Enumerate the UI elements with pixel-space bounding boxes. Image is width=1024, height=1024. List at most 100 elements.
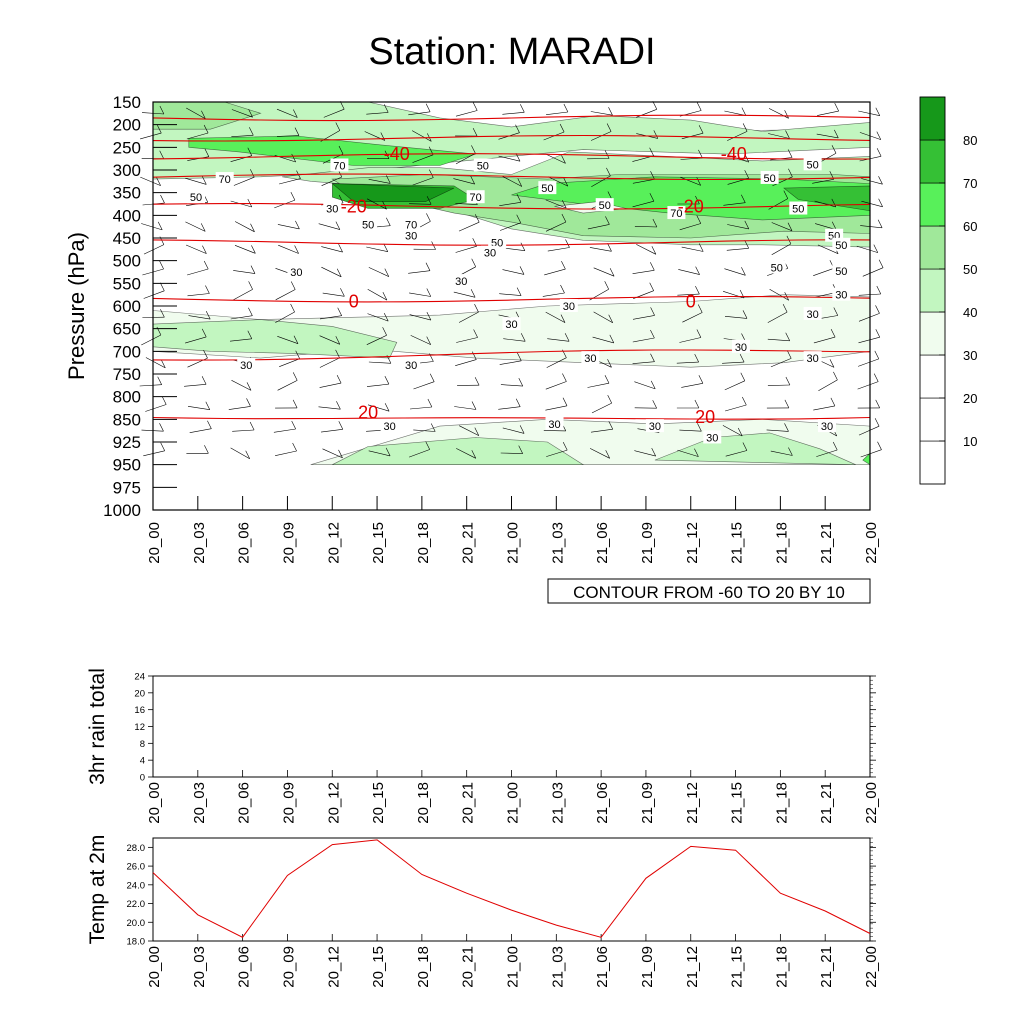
wind-barb-flag	[207, 420, 212, 429]
wind-barb	[279, 178, 301, 185]
wind-barb	[322, 448, 343, 459]
wind-barb-flag	[830, 397, 836, 407]
humidity-label-bg	[473, 158, 492, 172]
wind-barb	[767, 338, 790, 342]
wind-barb	[724, 316, 748, 319]
wind-barb-flag	[650, 380, 656, 390]
panel-x-tick-label: 21_12	[684, 946, 701, 988]
wind-barb-flag	[876, 148, 882, 157]
wind-barb-flag	[878, 198, 883, 207]
wind-barb	[367, 289, 388, 301]
humidity-contour-label: 30	[290, 267, 302, 279]
wind-barb-flag	[159, 150, 164, 159]
wind-barb	[590, 428, 613, 433]
wind-barb-flag	[876, 285, 882, 295]
wind-barb-flag	[474, 214, 480, 223]
panel-y-tick-label: 22.0	[127, 899, 146, 910]
wind-barb-flag	[336, 401, 341, 410]
humidity-contour-label: 30	[405, 231, 417, 243]
wind-barb	[276, 135, 300, 137]
wind-barb-flag	[561, 199, 567, 209]
wind-barb-flag	[784, 399, 790, 409]
wind-barb-flag	[788, 168, 793, 177]
wind-barb-flag	[337, 307, 342, 316]
wind-barb	[229, 338, 252, 342]
humidity-label-bg	[502, 317, 521, 331]
wind-barb-flag	[608, 314, 613, 323]
wind-barb-flag	[695, 266, 700, 275]
temperature-contour-label: 0	[349, 291, 359, 311]
wind-barb-flag	[292, 399, 298, 409]
panel-y-tick-label: 20.0	[127, 918, 146, 929]
temperature-contour-label: -20	[678, 196, 704, 216]
wind-barb-flag	[291, 153, 296, 163]
humidity-contour-label: 30	[240, 360, 252, 372]
wind-barb-flag	[740, 372, 746, 381]
wind-barb-flag	[782, 303, 788, 313]
wind-barb	[679, 223, 701, 231]
wind-barb-flag	[875, 305, 880, 314]
wind-barb-flag	[744, 170, 749, 179]
panel-y-tick-label: 4	[140, 756, 145, 767]
wind-barb	[453, 178, 475, 185]
colorbar-label: 10	[963, 434, 977, 449]
wind-barb	[547, 338, 570, 342]
wind-barb-flag	[873, 373, 879, 382]
wind-barb	[545, 311, 566, 323]
wind-barb	[593, 311, 613, 324]
panel-y-tick-label: 16	[134, 705, 145, 716]
wind-barb	[366, 198, 387, 210]
humidity-contour-label: 30	[455, 276, 467, 288]
panel-x-tick-label: 20_18	[415, 946, 432, 988]
humidity-contour-label: 70	[470, 192, 482, 204]
wind-barb	[273, 428, 296, 433]
wind-barb	[725, 450, 747, 457]
wind-barb	[409, 203, 432, 205]
humidity-label-bg	[402, 357, 421, 371]
wind-barb	[232, 429, 255, 432]
wind-barb-flag	[873, 244, 879, 253]
colorbar-cell	[919, 268, 946, 313]
wind-barb-flag	[294, 127, 300, 136]
wind-barb-flag	[605, 216, 610, 225]
panel-x-tick-label: 21_12	[684, 782, 701, 824]
wind-barb	[230, 155, 252, 162]
panel-x-tick-label: 20_09	[280, 782, 297, 824]
wind-barb-flag	[520, 333, 526, 342]
humidity-contour-label: 70	[670, 208, 682, 220]
wind-barb-flag	[426, 288, 432, 297]
wind-barb-flag	[650, 307, 655, 316]
wind-barb-flag	[203, 124, 209, 134]
wind-barb-flag	[831, 221, 837, 230]
wind-barb-flag	[384, 375, 390, 385]
x-tick-label: 21_18	[773, 522, 790, 564]
humidity-label-bg	[832, 287, 851, 301]
wind-barb-flag	[340, 288, 345, 297]
wind-barb-flag	[784, 292, 789, 301]
wind-barb-flag	[563, 177, 569, 187]
wind-barb-flag	[606, 123, 612, 132]
wind-barb-flag	[788, 447, 793, 456]
wind-barb	[767, 384, 790, 386]
humidity-label-bg	[817, 419, 836, 433]
humidity-label-bg	[330, 158, 349, 172]
wind-barb	[545, 199, 567, 209]
x-tick-label: 21_03	[549, 522, 566, 564]
humidity-contour-label: 50	[835, 266, 847, 278]
wind-barb-flag	[604, 281, 609, 290]
y-tick-label: 800	[113, 388, 141, 407]
wind-barb-flag	[384, 403, 390, 412]
panel-x-tick-label: 20_03	[191, 946, 208, 988]
wind-barb-flag	[335, 336, 341, 345]
wind-barb-flag	[427, 398, 433, 408]
wind-barb-flag	[474, 303, 479, 313]
y-tick-label: 500	[113, 252, 141, 271]
wind-barb-flag	[737, 427, 743, 437]
wind-barb-flag	[565, 239, 570, 248]
wind-barb-flag	[784, 110, 789, 119]
humidity-label-bg	[215, 172, 234, 186]
humidity-label-bg	[488, 235, 507, 249]
wind-barb-flag	[833, 371, 838, 381]
wind-barb	[680, 157, 703, 160]
colorbar-cell	[919, 139, 946, 184]
